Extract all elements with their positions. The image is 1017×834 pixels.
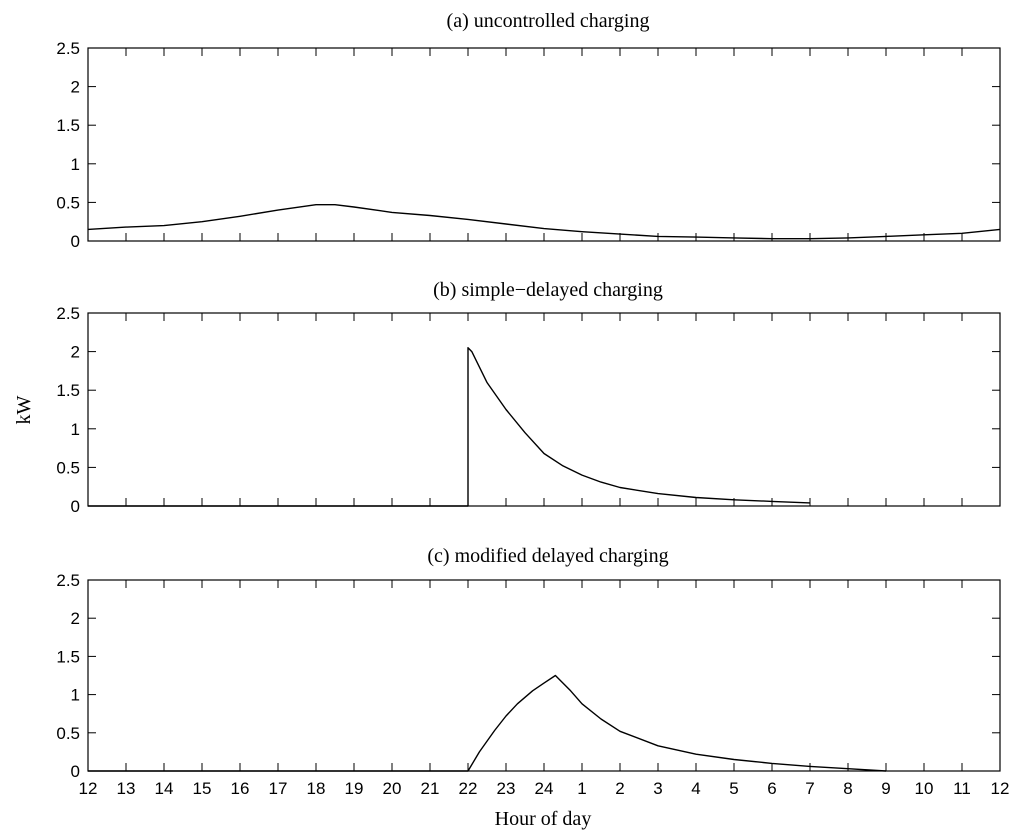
x-tick-label: 15: [193, 779, 212, 798]
y-tick-label: 1: [71, 420, 80, 439]
panel-c-title: (c) modified delayed charging: [427, 545, 668, 567]
x-tick-label: 6: [767, 779, 776, 798]
x-tick-label: 2: [615, 779, 624, 798]
y-tick-label: 1.5: [56, 647, 80, 666]
y-tick-label: 0: [71, 762, 80, 781]
x-tick-label: 12: [79, 779, 98, 798]
x-tick-label: 22: [459, 779, 478, 798]
y-tick-label: 2.5: [56, 571, 80, 590]
x-tick-label: 1: [577, 779, 586, 798]
y-tick-label: 0: [71, 497, 80, 516]
x-tick-label: 23: [497, 779, 516, 798]
y-tick-label: 1.5: [56, 116, 80, 135]
x-tick-label: 3: [653, 779, 662, 798]
x-tick-label: 9: [881, 779, 890, 798]
x-tick-label: 21: [421, 779, 440, 798]
x-tick-label: 7: [805, 779, 814, 798]
y-tick-label: 0: [71, 232, 80, 251]
y-tick-label: 1: [71, 686, 80, 705]
plot-frame: [87, 579, 1001, 772]
panel-a: (a) uncontrolled charging 0 0.5 1 1.5 2 2.5: [56, 10, 1001, 251]
series-line: [88, 347, 811, 507]
panel-c: (c) modified delayed charging 00.511.522…: [56, 545, 1009, 798]
series-line: [87, 203, 1001, 240]
x-axis-label: Hour of day: [495, 808, 592, 830]
x-tick-label: 4: [691, 779, 700, 798]
y-tick-label: 2: [71, 343, 80, 362]
x-tick-label: 10: [915, 779, 934, 798]
y-tick-label: 0.5: [56, 458, 80, 477]
series-line: [88, 674, 887, 772]
plot-frame: [87, 47, 1001, 242]
y-axis-label: kW: [13, 395, 35, 424]
panel-b-title: (b) simple−delayed charging: [433, 279, 663, 301]
y-tick-label: 2: [71, 609, 80, 628]
x-tick-label: 18: [307, 779, 326, 798]
panel-b: (b) simple−delayed charging 0 0.5 1 1.5 2 2.5: [56, 279, 1001, 516]
y-tick-label: 1: [71, 155, 80, 174]
y-tick-label: 2.5: [56, 304, 80, 323]
plot-frame: [87, 312, 1001, 507]
panel-a-title: (a) uncontrolled charging: [447, 10, 650, 32]
x-tick-label: 24: [535, 779, 554, 798]
y-tick-label: 2.5: [56, 39, 80, 58]
x-tick-label: 16: [231, 779, 250, 798]
x-tick-label: 17: [269, 779, 288, 798]
x-tick-label: 5: [729, 779, 738, 798]
y-tick-label: 2: [71, 78, 80, 97]
x-tick-label: 12: [991, 779, 1010, 798]
x-tick-label: 11: [953, 779, 971, 798]
x-tick-label: 19: [345, 779, 364, 798]
x-tick-label: 14: [155, 779, 174, 798]
y-tick-label: 1.5: [56, 381, 80, 400]
x-tick-label: 20: [383, 779, 402, 798]
x-tick-label: 8: [843, 779, 852, 798]
y-tick-label: 0.5: [56, 193, 80, 212]
y-tick-label: 0.5: [56, 724, 80, 743]
x-tick-label: 13: [117, 779, 136, 798]
